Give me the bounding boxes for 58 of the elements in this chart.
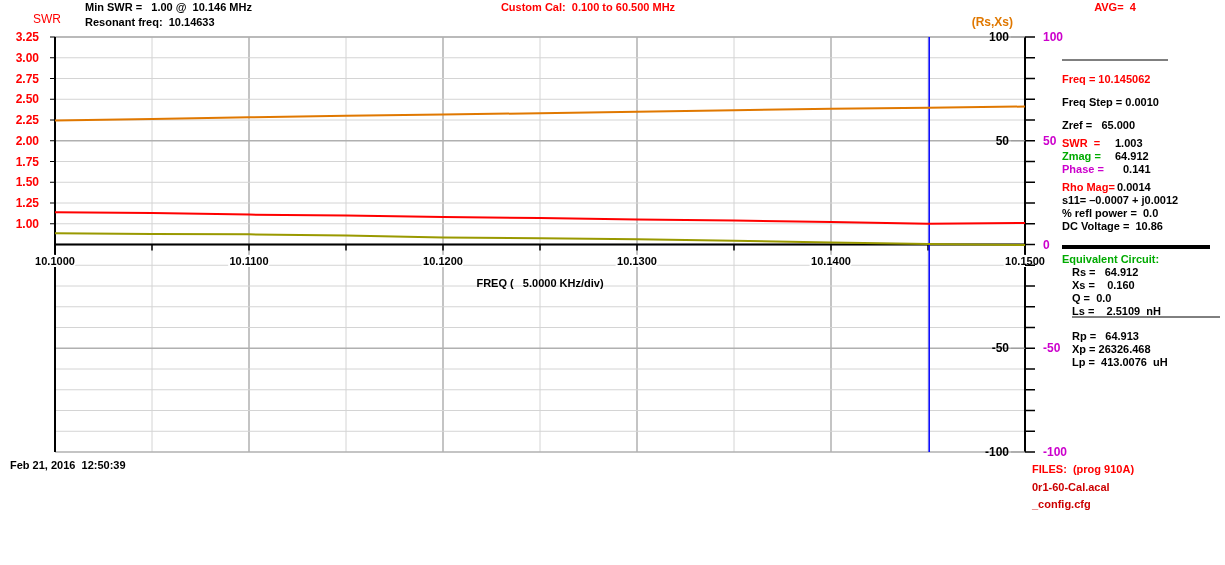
x-axis-title: FREQ ( 5.0000 KHz/div)	[476, 276, 604, 289]
y-tick-label: 3.25	[15, 30, 40, 44]
text: Rp = 64.913	[1072, 330, 1139, 342]
text: _config.cfg	[1031, 498, 1091, 510]
text: Rho Mag=	[1062, 181, 1115, 193]
line-series	[54, 105, 1026, 122]
text: Feb 21, 2016 12:50:39	[10, 459, 126, 471]
x-tick-label: 10.1100	[229, 254, 269, 267]
text: Lp = 413.0076 uH	[1072, 356, 1168, 368]
text: AVG= 4	[1094, 1, 1137, 13]
text: Phase =	[1062, 163, 1104, 175]
text: Freq Step = 0.0010	[1062, 96, 1159, 108]
text: FILES: (prog 910A)	[1032, 463, 1135, 475]
y-tick-label: 1.00	[15, 216, 40, 231]
text: 64.912	[1115, 150, 1149, 162]
text: 0.141	[1123, 163, 1151, 175]
text: DC Voltage = 10.86	[1062, 220, 1163, 232]
text: 0.0014	[1117, 181, 1152, 193]
y-tick-label: 1.25	[15, 196, 40, 210]
y-tick-label: 1.75	[15, 154, 40, 169]
text: Zmag =	[1062, 150, 1101, 162]
y2-axis-title: (Rs,Xs)	[971, 15, 1013, 29]
y3-tick-label: -100	[1043, 445, 1068, 459]
y-tick-label: 2.00	[15, 133, 40, 148]
y3-tick-label: 50	[1043, 133, 1057, 148]
text: Q = 0.0	[1072, 292, 1112, 304]
text: Custom Cal: 0.100 to 60.500 MHz	[500, 1, 676, 13]
text: Freq = 10.145062	[1062, 73, 1151, 85]
text: Xp = 26326.468	[1072, 343, 1151, 355]
y3-tick-label: 100	[1043, 30, 1064, 44]
x-tick-label: 10.1400	[811, 254, 851, 267]
y3-tick-label: -50	[1043, 341, 1061, 356]
y-tick-label: 2.25	[15, 113, 40, 127]
text: SWR =	[1062, 137, 1101, 149]
text: s11= –0.0007 + j0.0012	[1062, 194, 1179, 206]
y-tick-label: 2.50	[15, 92, 40, 107]
text: Equivalent Circuit:	[1062, 253, 1160, 265]
y2-tick-label: 100	[988, 30, 1010, 44]
x-tick-label: 10.1200	[423, 254, 463, 267]
y-tick-label: 3.00	[15, 50, 40, 65]
x-tick-label: 10.1300	[617, 254, 657, 267]
text: 0r1-60-Cal.acal	[1032, 481, 1110, 493]
text: % refl power = 0.0	[1062, 207, 1159, 219]
y2-tick-label: -50	[991, 341, 1010, 356]
y2-tick-label: 50	[995, 133, 1010, 148]
text: SWR	[33, 12, 62, 26]
y-tick-label: 2.75	[15, 71, 40, 86]
text: 1.003	[1115, 137, 1143, 149]
text: Xs = 0.160	[1072, 279, 1135, 291]
text: Zref = 65.000	[1062, 119, 1136, 131]
text: Ls = 2.5109 nH	[1072, 305, 1162, 317]
y2-tick-label: -100	[984, 445, 1010, 459]
y-tick-label: 1.50	[15, 175, 40, 190]
text: Min SWR = 1.00 @ 10.146 MHz	[85, 1, 253, 13]
y3-tick-label: 0	[1043, 237, 1050, 252]
text: Rs = 64.912	[1072, 266, 1139, 278]
line-series	[54, 211, 1026, 225]
text: Resonant freq: 10.14633	[85, 16, 215, 28]
